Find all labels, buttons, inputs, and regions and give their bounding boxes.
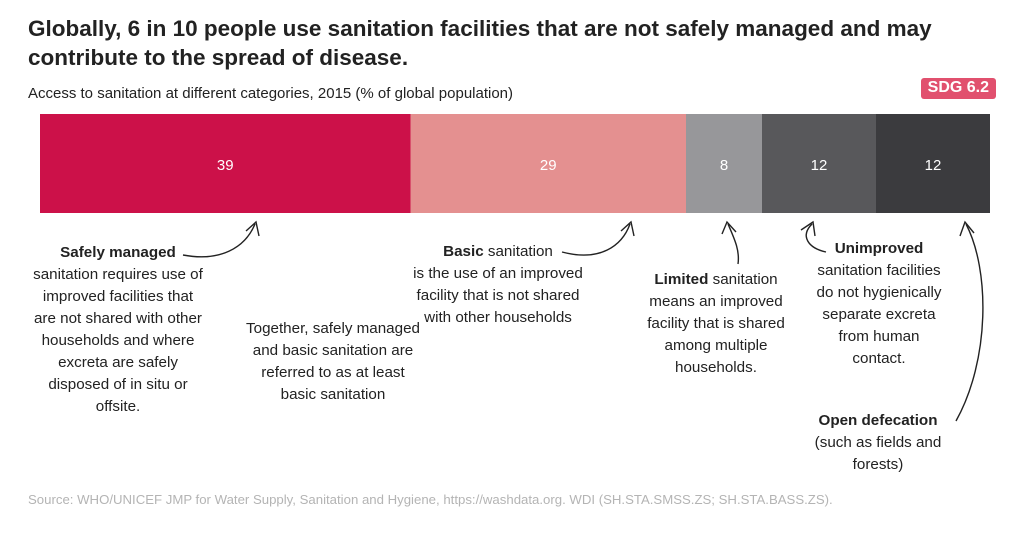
arrow-safely-head xyxy=(245,220,260,237)
bar-segment-limited xyxy=(686,114,762,213)
note-safely-text: sanitation requires use of improved faci… xyxy=(33,266,203,415)
bar-segment-basic xyxy=(410,114,686,213)
bar-value-safely-managed: 39 xyxy=(217,157,234,174)
note-unimproved-text: sanitation facilities do not hygienicall… xyxy=(816,262,942,367)
bar-segment-safely-managed xyxy=(40,114,411,213)
bar-segment-unimproved xyxy=(762,114,876,213)
note-open-bold: Open defecation xyxy=(818,412,938,429)
note-open-defecation: Open defecation (such as fields and fore… xyxy=(804,410,952,476)
chart-title: Globally, 6 in 10 people use sanitation … xyxy=(28,16,932,70)
bar-value-unimproved: 12 xyxy=(811,157,828,174)
note-safely-managed: Safely managed sanitation requires use o… xyxy=(30,242,206,418)
arrow-open xyxy=(955,223,984,422)
note-basic-rest: sanitation xyxy=(483,243,553,260)
bar-segment-open-defecation xyxy=(876,114,990,213)
sdg-badge: SDG 6.2 xyxy=(920,78,996,99)
note-basic-bold: Basic xyxy=(443,243,484,260)
arrow-unimproved xyxy=(805,223,827,253)
arrow-basic xyxy=(561,223,631,256)
note-basic-text: is the use of an improved facility that … xyxy=(413,265,583,326)
arrow-limited-head xyxy=(721,220,737,235)
note-together-text: Together, safely managed and basic sanit… xyxy=(246,320,420,403)
arrow-open-head xyxy=(959,220,975,237)
arrow-unimproved-head xyxy=(800,220,816,237)
bar-value-open-defecation: 12 xyxy=(925,157,942,174)
note-open-text: (such as fields and forests) xyxy=(814,434,942,473)
bar-group: 39 29 8 12 12 xyxy=(40,114,990,213)
source-note: Source: WHO/UNICEF JMP for Water Supply,… xyxy=(28,492,833,507)
note-together: Together, safely managed and basic sanit… xyxy=(244,318,422,406)
note-limited: Limited sanitation means an improved fac… xyxy=(640,269,792,379)
note-unimproved-bold: Unimproved xyxy=(834,240,924,257)
note-limited-bold: Limited xyxy=(654,271,709,288)
note-unimproved: Unimproved sanitation facilities do not … xyxy=(812,238,946,370)
chart-subtitle: Access to sanitation at different catego… xyxy=(28,85,514,102)
bar-value-limited: 8 xyxy=(720,157,728,174)
note-limited-rest: sanitation xyxy=(708,271,778,288)
note-limited-text: means an improved facility that is share… xyxy=(647,293,785,376)
note-basic: Basic sanitation is the use of an improv… xyxy=(409,241,587,329)
note-safely-bold: Safely managed xyxy=(60,244,176,261)
arrow-basic-head xyxy=(620,220,635,237)
arrow-limited xyxy=(727,223,740,265)
arrow-safely xyxy=(182,223,256,258)
annotation-arrows xyxy=(182,220,984,422)
bar-value-basic: 29 xyxy=(540,157,557,174)
